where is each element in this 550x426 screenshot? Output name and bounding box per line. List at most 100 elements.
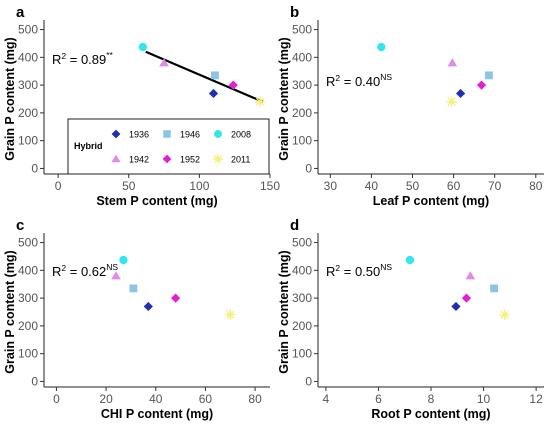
panel-letter: d: [290, 217, 299, 234]
r2-annotation: R2 = 0.62NS: [52, 262, 118, 279]
x-tick-label: 10: [477, 392, 491, 406]
y-tick-label: 400: [292, 263, 312, 277]
legend: Hybrid 1936 1946 2008 1942 1952 2011: [67, 118, 270, 175]
data-point-1952: [476, 80, 487, 90]
y-tick-label: 0: [305, 161, 312, 175]
panel-letter: c: [16, 217, 24, 234]
data-point-1952: [228, 80, 238, 90]
data-point-1936: [455, 88, 466, 99]
panel-letter: b: [290, 4, 299, 21]
legend-label-2011: 2011: [231, 155, 250, 165]
x-tick-label: 50: [122, 179, 136, 193]
x-tick-label: 0: [53, 392, 60, 406]
x-axis-title: Stem P content (mg): [96, 194, 217, 208]
y-tick-label: 200: [292, 319, 312, 333]
data-point-2011: [225, 309, 236, 320]
x-tick-label: 60: [447, 179, 461, 193]
y-tick-label: 500: [18, 236, 38, 250]
y-tick-label: 0: [305, 374, 312, 388]
legend-label-1946: 1946: [180, 130, 200, 140]
legend-marker-2008: [214, 130, 222, 138]
data-point-1942: [159, 58, 169, 67]
r2-annotation: R2 = 0.89**: [52, 50, 114, 67]
x-axis-title: CHI P content (mg): [101, 407, 213, 421]
data-point-1946: [211, 71, 219, 80]
y-tick-label: 100: [292, 134, 312, 148]
x-tick-label: 80: [248, 392, 262, 406]
x-tick-label: 4: [323, 392, 330, 406]
x-tick-label: 0: [55, 179, 62, 193]
x-axis-title: Root P content (mg): [371, 407, 490, 421]
y-tick-label: 100: [292, 347, 312, 361]
x-axis-title: Leaf P content (mg): [373, 194, 489, 208]
legend-marker-1942: [111, 154, 121, 163]
legend-marker-2011: [213, 154, 223, 164]
r2-annotation: R2 = 0.40NS: [326, 72, 392, 89]
x-tick-label: 12: [529, 392, 543, 406]
x-tick-label: 80: [529, 179, 543, 193]
x-tick-label: 70: [488, 179, 502, 193]
y-tick-label: 100: [18, 347, 38, 361]
y-axis-title: Grain P content (mg): [3, 250, 17, 373]
legend-marker-1946: [163, 130, 171, 138]
data-point-1936: [143, 301, 153, 312]
y-tick-label: 400: [18, 263, 38, 277]
data-point-2008: [138, 42, 148, 52]
y-tick-label: 400: [292, 50, 312, 64]
data-point-1942: [465, 271, 476, 280]
data-point-1942: [447, 58, 458, 67]
x-tick-label: 50: [406, 179, 420, 193]
data-point-2008: [119, 255, 128, 265]
panel-c: c 0 100 200 300 400 500 0 20 40 60 80 CHI P content …: [3, 217, 270, 421]
panel-b: b 0 100 200 300 400 500 30 40 50 60 70 80 Leaf P cont…: [277, 4, 544, 208]
data-point-1952: [461, 293, 472, 303]
panel-d: d 0 100 200 300 400 500 4 6 8 10 12 Root P content (…: [277, 217, 544, 421]
x-tick-label: 30: [324, 179, 338, 193]
data-point-1936: [451, 301, 461, 312]
data-point-1946: [485, 71, 493, 80]
data-point-1952: [171, 293, 181, 303]
y-tick-label: 400: [18, 50, 38, 64]
panel-a: a 0 100 200 300 400 500 0 50 100 150 Stem P content…: [3, 4, 280, 208]
data-point-1946: [129, 284, 138, 293]
x-tick-label: 6: [375, 392, 382, 406]
legend-marker-1952: [162, 154, 172, 164]
y-tick-label: 0: [31, 374, 38, 388]
x-tick-label: 100: [189, 179, 209, 193]
legend-title: Hybrid: [74, 141, 103, 151]
data-point-1942: [111, 271, 121, 280]
y-tick-label: 200: [292, 106, 312, 120]
legend-label-2008: 2008: [231, 130, 251, 140]
y-tick-label: 500: [18, 23, 38, 37]
legend-label-1936: 1936: [129, 130, 149, 140]
x-tick-label: 20: [99, 392, 113, 406]
x-tick-label: 60: [199, 392, 213, 406]
y-tick-label: 500: [292, 23, 312, 37]
data-point-1936: [208, 88, 219, 99]
legend-label-1942: 1942: [129, 155, 149, 165]
y-axis-title: Grain P content (mg): [3, 37, 17, 160]
data-point-2011: [446, 96, 457, 107]
y-tick-label: 300: [292, 78, 312, 92]
x-tick-label: 150: [260, 179, 280, 193]
y-axis-title: Grain P content (mg): [277, 37, 291, 160]
r2-annotation: R2 = 0.50NS: [326, 262, 392, 279]
y-tick-label: 300: [292, 291, 312, 305]
legend-label-1952: 1952: [180, 155, 200, 165]
legend-box: [67, 118, 270, 175]
y-tick-label: 500: [292, 236, 312, 250]
x-tick-label: 40: [365, 179, 379, 193]
data-point-2008: [405, 255, 415, 265]
y-tick-label: 300: [18, 78, 38, 92]
x-tick-label: 8: [428, 392, 435, 406]
data-point-1946: [490, 284, 498, 293]
data-point-2008: [377, 42, 386, 52]
regression-line: [145, 50, 264, 103]
y-tick-label: 100: [18, 134, 38, 148]
y-axis-title: Grain P content (mg): [277, 250, 291, 373]
y-tick-label: 200: [18, 319, 38, 333]
data-point-2011: [499, 309, 510, 320]
legend-marker-1936: [111, 129, 121, 139]
panel-letter: a: [16, 4, 25, 21]
